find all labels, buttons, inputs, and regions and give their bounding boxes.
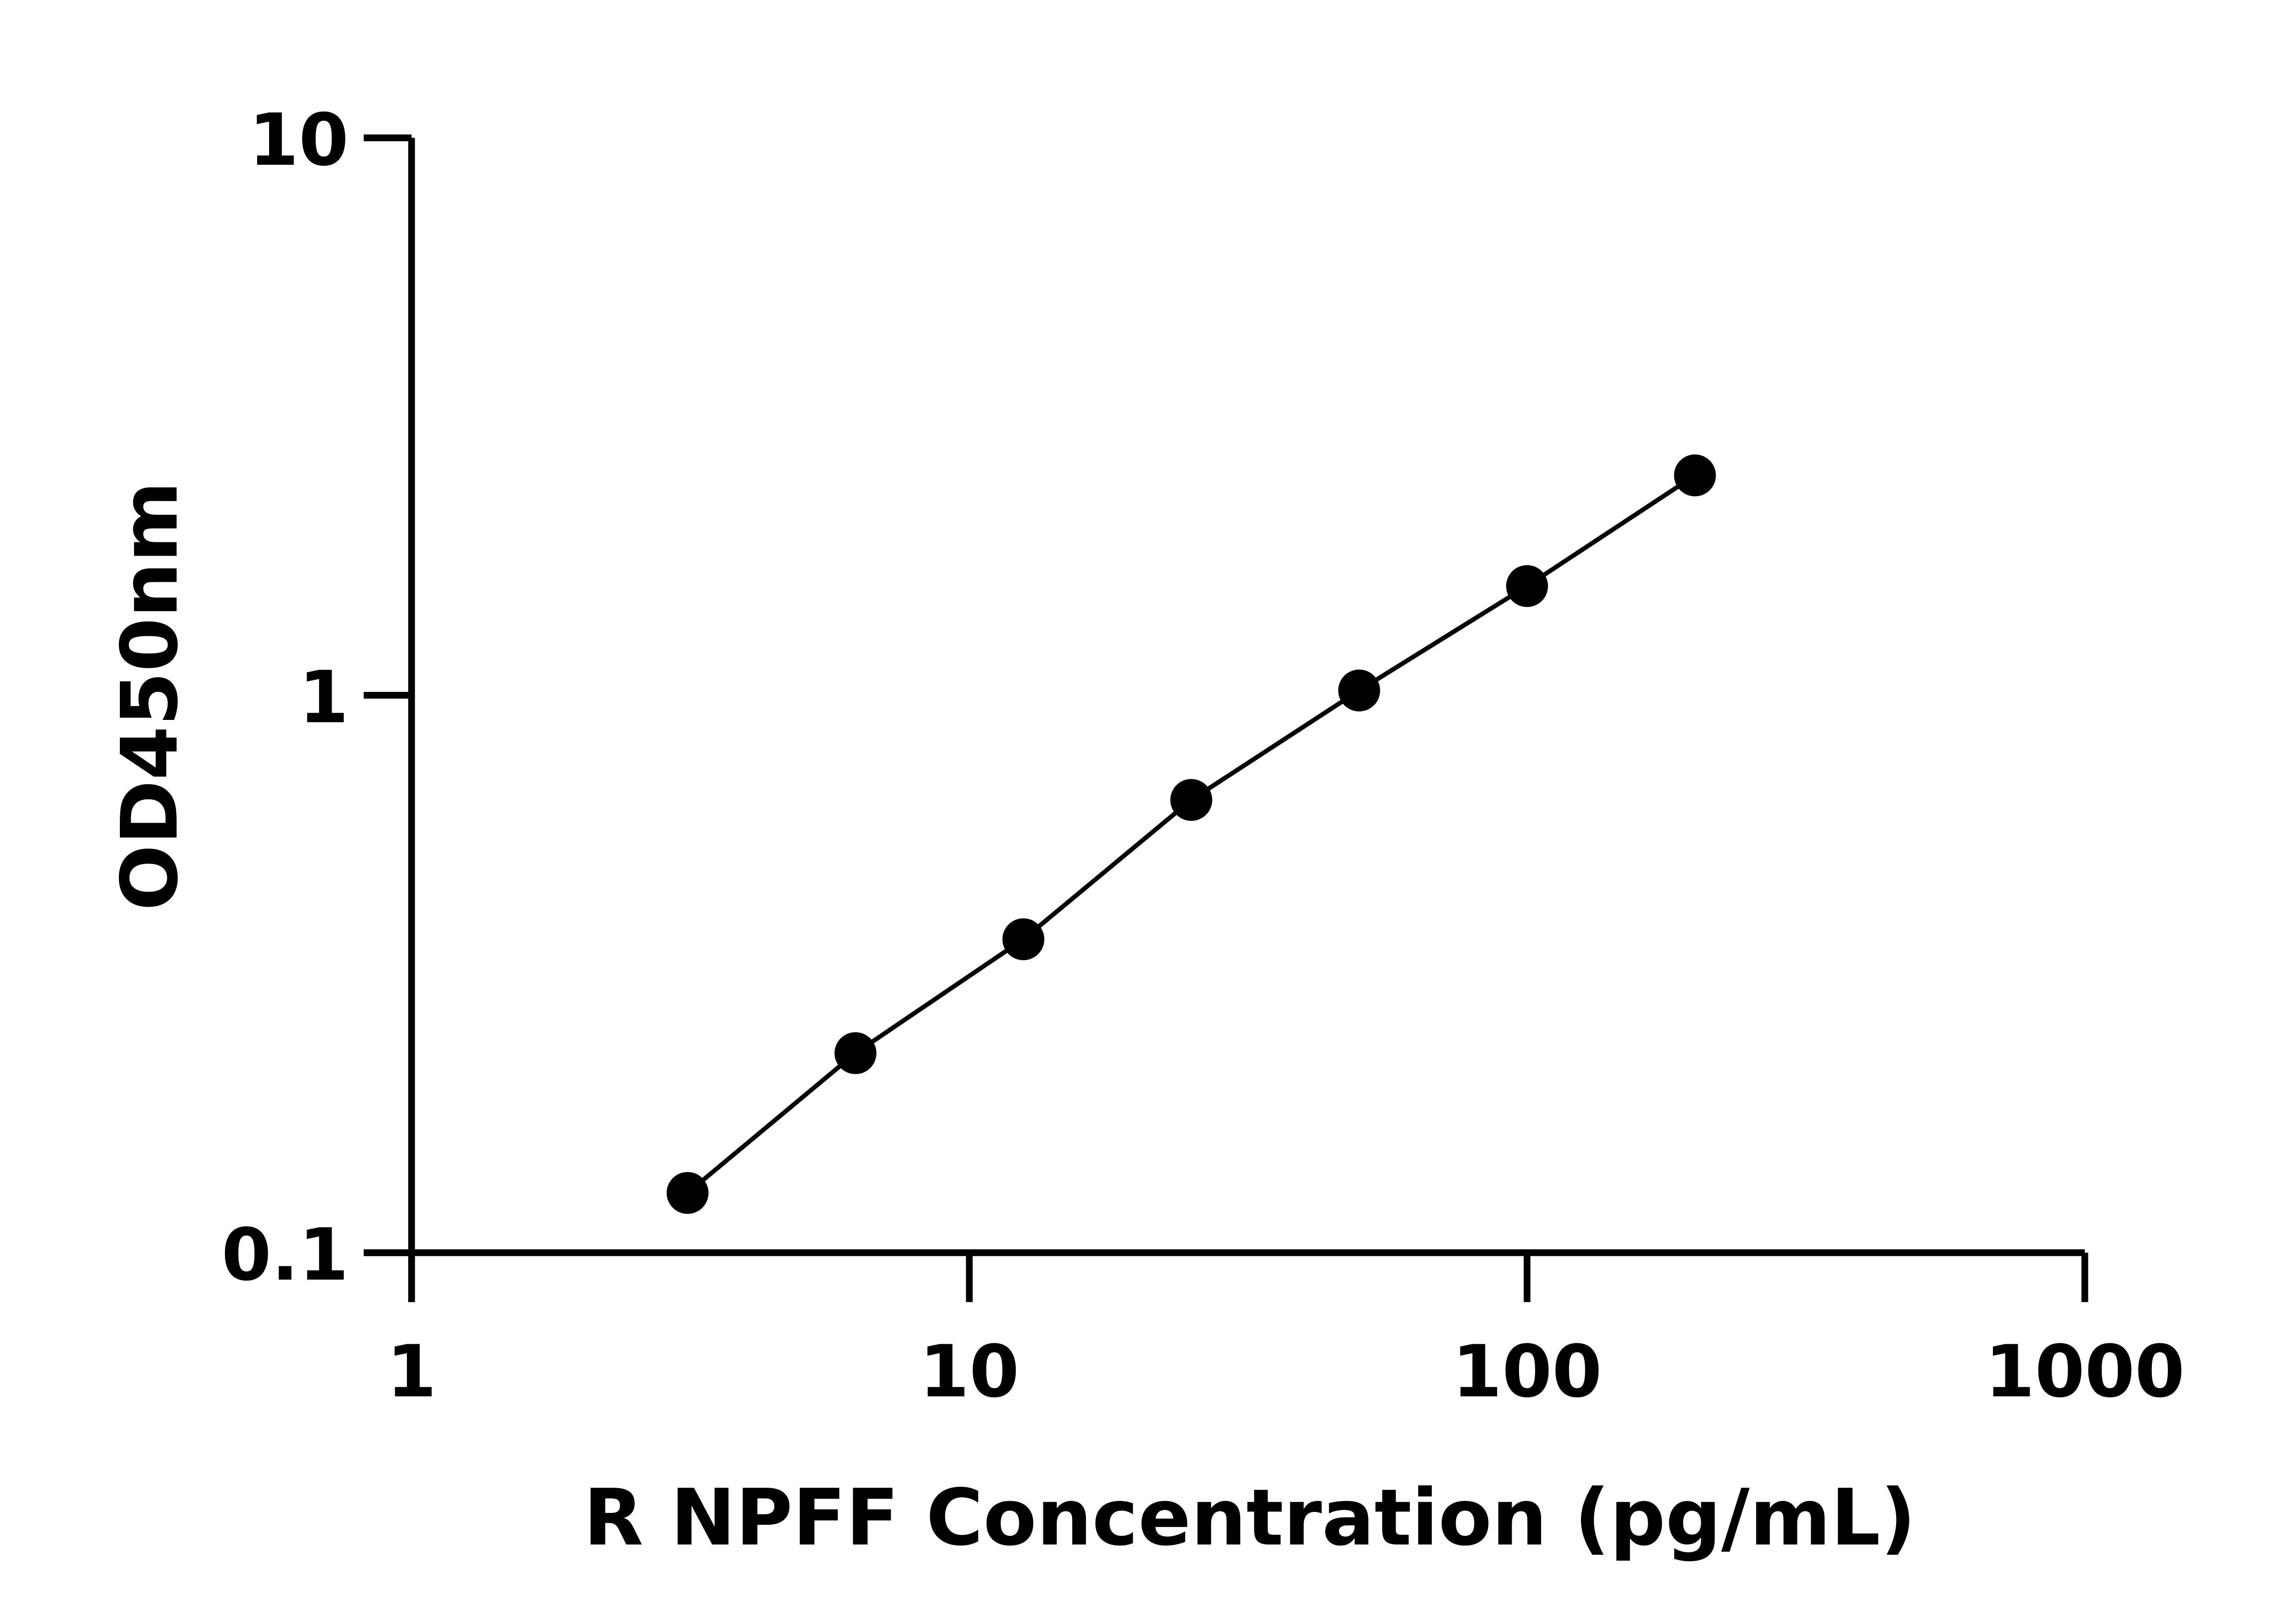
y-tick-label: 1 (299, 656, 349, 739)
data-point (666, 1172, 709, 1214)
y-axis-label: OD450nm (105, 481, 195, 911)
data-point (1674, 454, 1716, 497)
x-tick-label: 10 (919, 1330, 1019, 1413)
y-tick-label: 0.1 (221, 1213, 349, 1297)
x-axis-label: R NPFF Concentration (pg/mL) (584, 1472, 1916, 1563)
data-point (1002, 918, 1045, 961)
x-tick-label: 1000 (1985, 1330, 2184, 1413)
axes: 0.1 1 10 1 10 100 1000 (221, 98, 2185, 1413)
x-tick-label: 1 (387, 1330, 437, 1413)
y-tick-label: 10 (249, 98, 349, 182)
data-point (834, 1032, 877, 1074)
data-point (1170, 779, 1212, 821)
data-point (1338, 669, 1380, 712)
x-tick-label: 100 (1452, 1330, 1602, 1413)
data-marks (666, 454, 1716, 1214)
data-point (1506, 565, 1548, 607)
